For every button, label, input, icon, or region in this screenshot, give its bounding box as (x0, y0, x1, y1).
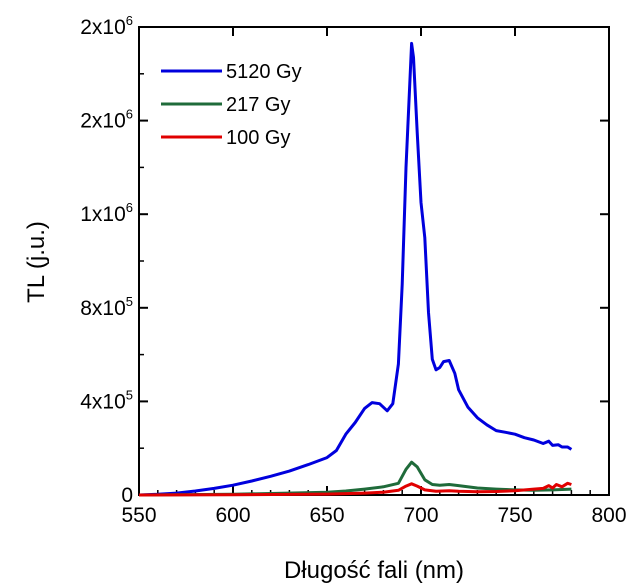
plot-frame (138, 26, 610, 496)
series-line (138, 481, 572, 497)
series-line (138, 41, 573, 497)
axis-ticks (138, 26, 610, 496)
x-tick-label: 550 (121, 504, 156, 527)
x-tick-labels: 550 600 650 700 750 800 (121, 504, 626, 527)
y-axis-title: TL (j.u.) (23, 221, 50, 303)
x-tick-label: 700 (403, 504, 438, 527)
series-lines (138, 41, 573, 497)
x-tick-label: 650 (309, 504, 344, 527)
y-tick-label: 2x106 (80, 107, 133, 133)
x-axis-title: Długość fali (nm) (284, 557, 464, 584)
x-tick-label: 750 (497, 504, 532, 527)
y-tick-labels: 0 4x105 8x105 1x106 2x106 2x106 (80, 13, 133, 507)
y-tick-label: 8x105 (80, 294, 133, 320)
legend-label: 100 Gy (226, 127, 290, 149)
legend-label: 5120 Gy (226, 61, 302, 83)
y-tick-label: 1x106 (80, 200, 133, 226)
legend: 5120 Gy 217 Gy 100 Gy (161, 61, 302, 149)
legend-label: 217 Gy (226, 94, 290, 116)
x-tick-label: 800 (591, 504, 626, 527)
y-tick-label: 4x105 (80, 387, 133, 413)
x-tick-label: 600 (215, 504, 250, 527)
y-tick-label: 2x106 (80, 13, 133, 39)
y-tick-label: 0 (121, 484, 133, 507)
